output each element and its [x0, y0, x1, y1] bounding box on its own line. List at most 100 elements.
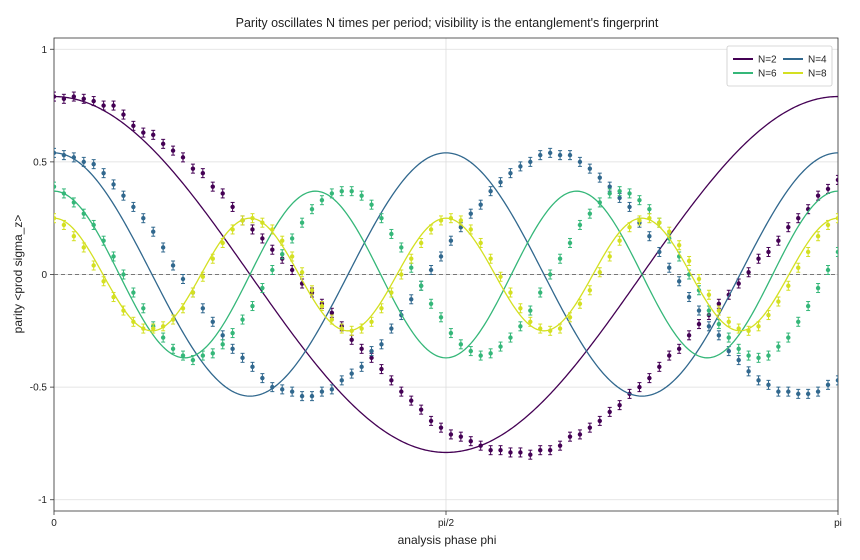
data-point [260, 283, 265, 294]
data-point [200, 350, 206, 361]
data-point [71, 152, 77, 163]
point-marker [776, 389, 781, 394]
data-point [349, 368, 354, 379]
point-marker [518, 164, 523, 169]
data-point [716, 330, 722, 341]
point-marker [796, 391, 801, 397]
data-point [71, 197, 77, 208]
data-point [627, 188, 632, 199]
point-marker [349, 371, 354, 376]
point-marker [61, 152, 67, 158]
data-point [170, 343, 176, 354]
point-marker [101, 279, 106, 284]
point-marker [329, 387, 335, 392]
data-point [409, 294, 414, 305]
point-marker [448, 238, 454, 243]
data-point [101, 276, 106, 287]
point-marker [289, 267, 295, 273]
data-point [805, 388, 811, 399]
data-point [518, 321, 523, 332]
data-point [280, 249, 285, 260]
point-marker [776, 299, 781, 304]
data-point [359, 361, 364, 372]
point-marker [409, 297, 414, 302]
data-point [399, 242, 404, 253]
x-axis-label: analysis phase phi [398, 533, 497, 547]
data-point [597, 415, 602, 426]
data-point [389, 228, 394, 239]
data-point [696, 305, 702, 316]
point-marker [637, 384, 642, 390]
data-point [597, 172, 602, 183]
point-marker [736, 281, 741, 286]
point-marker [131, 290, 136, 295]
data-point [121, 269, 126, 280]
data-point [468, 224, 473, 235]
point-marker [567, 315, 573, 320]
point-marker [805, 249, 811, 255]
point-marker [379, 215, 384, 221]
point-marker [289, 236, 295, 241]
point-marker [458, 218, 464, 223]
data-point [289, 264, 295, 275]
point-marker [508, 290, 513, 295]
point-marker [706, 308, 712, 313]
data-point [528, 449, 533, 460]
data-point [438, 312, 444, 323]
point-marker [141, 326, 146, 331]
point-marker [667, 229, 672, 234]
data-point [448, 213, 454, 224]
point-marker [160, 141, 166, 147]
data-point [369, 199, 374, 210]
point-marker [418, 283, 424, 288]
point-marker [716, 333, 722, 338]
data-point [587, 285, 593, 296]
point-marker [676, 279, 682, 284]
data-point [240, 352, 245, 363]
data-point [756, 321, 761, 332]
data-point [488, 445, 493, 456]
data-point [458, 431, 464, 442]
y-tick-label: -0.5 [30, 383, 48, 394]
data-point [329, 314, 335, 325]
data-point [270, 224, 275, 235]
point-marker [61, 191, 67, 196]
data-point [299, 267, 305, 278]
point-marker [468, 227, 473, 232]
data-point [220, 339, 225, 350]
data-point [61, 188, 67, 199]
point-marker [270, 267, 275, 273]
point-marker [71, 94, 77, 99]
data-point [528, 305, 533, 316]
point-marker [538, 326, 543, 331]
data-point [270, 264, 275, 275]
legend-entry-label: N=8 [808, 69, 827, 80]
data-point [111, 179, 116, 190]
data-point [448, 429, 454, 440]
data-point [547, 325, 553, 336]
data-point [508, 447, 513, 458]
data-point [220, 237, 225, 248]
point-marker [170, 317, 176, 322]
point-marker [200, 353, 206, 358]
data-point [54, 147, 57, 158]
point-marker [240, 317, 245, 322]
point-marker [280, 238, 285, 243]
point-marker [121, 272, 126, 277]
data-point [180, 350, 186, 361]
point-marker [230, 204, 235, 210]
point-marker [528, 159, 533, 165]
data-point [538, 323, 543, 334]
legend: N=2 N=4 N=6 N=8 [726, 45, 833, 87]
data-point [796, 316, 801, 327]
point-marker [488, 351, 493, 356]
data-point [736, 323, 741, 334]
data-point [815, 231, 821, 242]
point-marker [825, 267, 831, 273]
data-point [54, 181, 57, 192]
point-marker [389, 378, 394, 383]
point-marker [160, 245, 166, 250]
data-point [766, 310, 771, 321]
data-point [111, 251, 116, 262]
